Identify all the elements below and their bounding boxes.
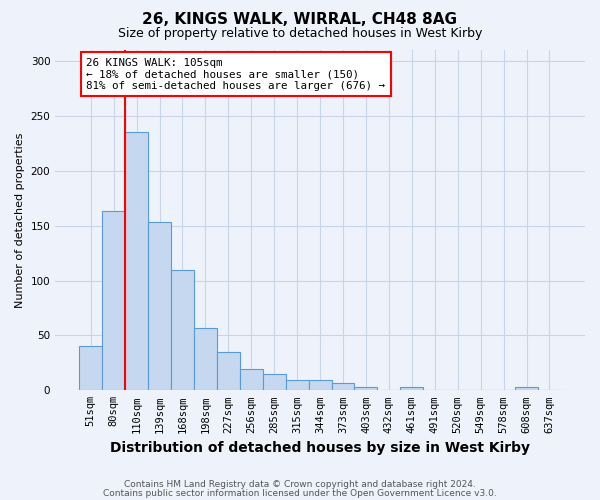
- Text: 26, KINGS WALK, WIRRAL, CH48 8AG: 26, KINGS WALK, WIRRAL, CH48 8AG: [143, 12, 458, 28]
- Bar: [515, 387, 538, 390]
- Bar: [286, 380, 308, 390]
- Bar: [400, 387, 423, 390]
- Bar: [171, 270, 194, 390]
- Bar: [355, 387, 377, 390]
- Bar: [194, 328, 217, 390]
- Bar: [125, 132, 148, 390]
- Bar: [79, 346, 102, 391]
- Text: 26 KINGS WALK: 105sqm
← 18% of detached houses are smaller (150)
81% of semi-det: 26 KINGS WALK: 105sqm ← 18% of detached …: [86, 58, 385, 91]
- Bar: [102, 212, 125, 390]
- Text: Contains HM Land Registry data © Crown copyright and database right 2024.: Contains HM Land Registry data © Crown c…: [124, 480, 476, 489]
- Bar: [263, 374, 286, 390]
- Text: Contains public sector information licensed under the Open Government Licence v3: Contains public sector information licen…: [103, 488, 497, 498]
- Bar: [217, 352, 240, 391]
- X-axis label: Distribution of detached houses by size in West Kirby: Distribution of detached houses by size …: [110, 441, 530, 455]
- Bar: [240, 370, 263, 390]
- Bar: [148, 222, 171, 390]
- Y-axis label: Number of detached properties: Number of detached properties: [15, 132, 25, 308]
- Bar: [308, 380, 332, 390]
- Bar: [332, 382, 355, 390]
- Text: Size of property relative to detached houses in West Kirby: Size of property relative to detached ho…: [118, 28, 482, 40]
